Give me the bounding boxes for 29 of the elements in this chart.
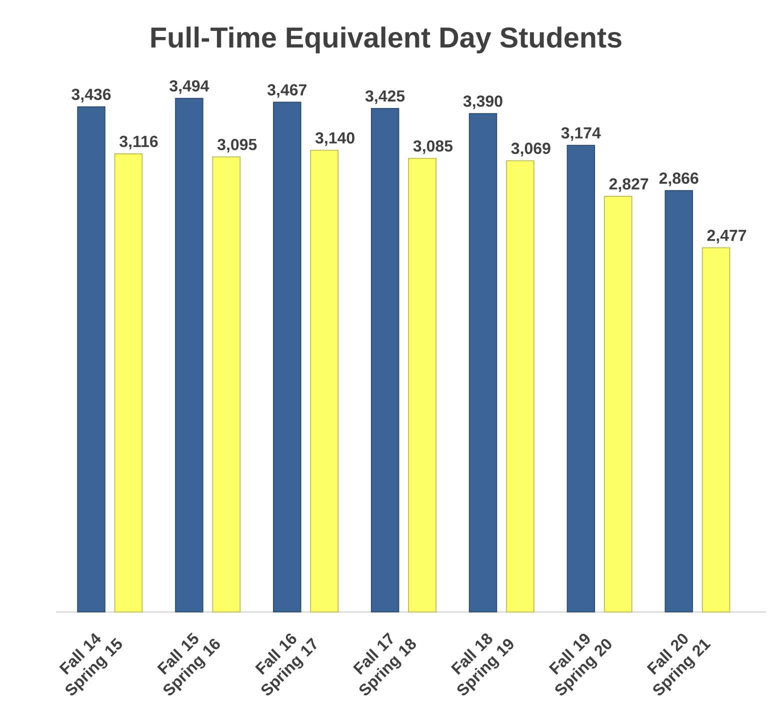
bar bbox=[664, 190, 693, 612]
data-label: 3,116 bbox=[120, 136, 158, 150]
bar bbox=[114, 153, 143, 612]
chart-title: Full-Time Equivalent Day Students bbox=[151, 26, 622, 54]
data-label: 3,085 bbox=[413, 140, 453, 154]
bar bbox=[702, 247, 730, 612]
data-label: 3,174 bbox=[561, 127, 601, 141]
bar bbox=[566, 144, 596, 612]
data-label: 3,140 bbox=[315, 132, 354, 146]
data-label: 3,069 bbox=[511, 142, 550, 156]
bar bbox=[175, 98, 204, 612]
data-label: 2,827 bbox=[609, 178, 648, 192]
data-label: 3,390 bbox=[463, 95, 502, 110]
data-label: 2,866 bbox=[659, 172, 698, 186]
bar bbox=[604, 196, 632, 612]
bar bbox=[212, 156, 241, 612]
data-label: 3,436 bbox=[72, 88, 111, 102]
data-label: 3,494 bbox=[170, 80, 210, 94]
data-label: 3,467 bbox=[267, 84, 306, 98]
bar bbox=[310, 150, 338, 612]
bar bbox=[370, 108, 400, 612]
bar bbox=[408, 158, 436, 612]
bar bbox=[468, 113, 498, 612]
bar bbox=[506, 160, 534, 612]
bar bbox=[77, 106, 106, 612]
bar bbox=[273, 102, 302, 612]
data-label: 2,477 bbox=[707, 230, 746, 244]
data-label: 3,095 bbox=[217, 138, 257, 153]
data-label: 3,425 bbox=[365, 90, 405, 104]
